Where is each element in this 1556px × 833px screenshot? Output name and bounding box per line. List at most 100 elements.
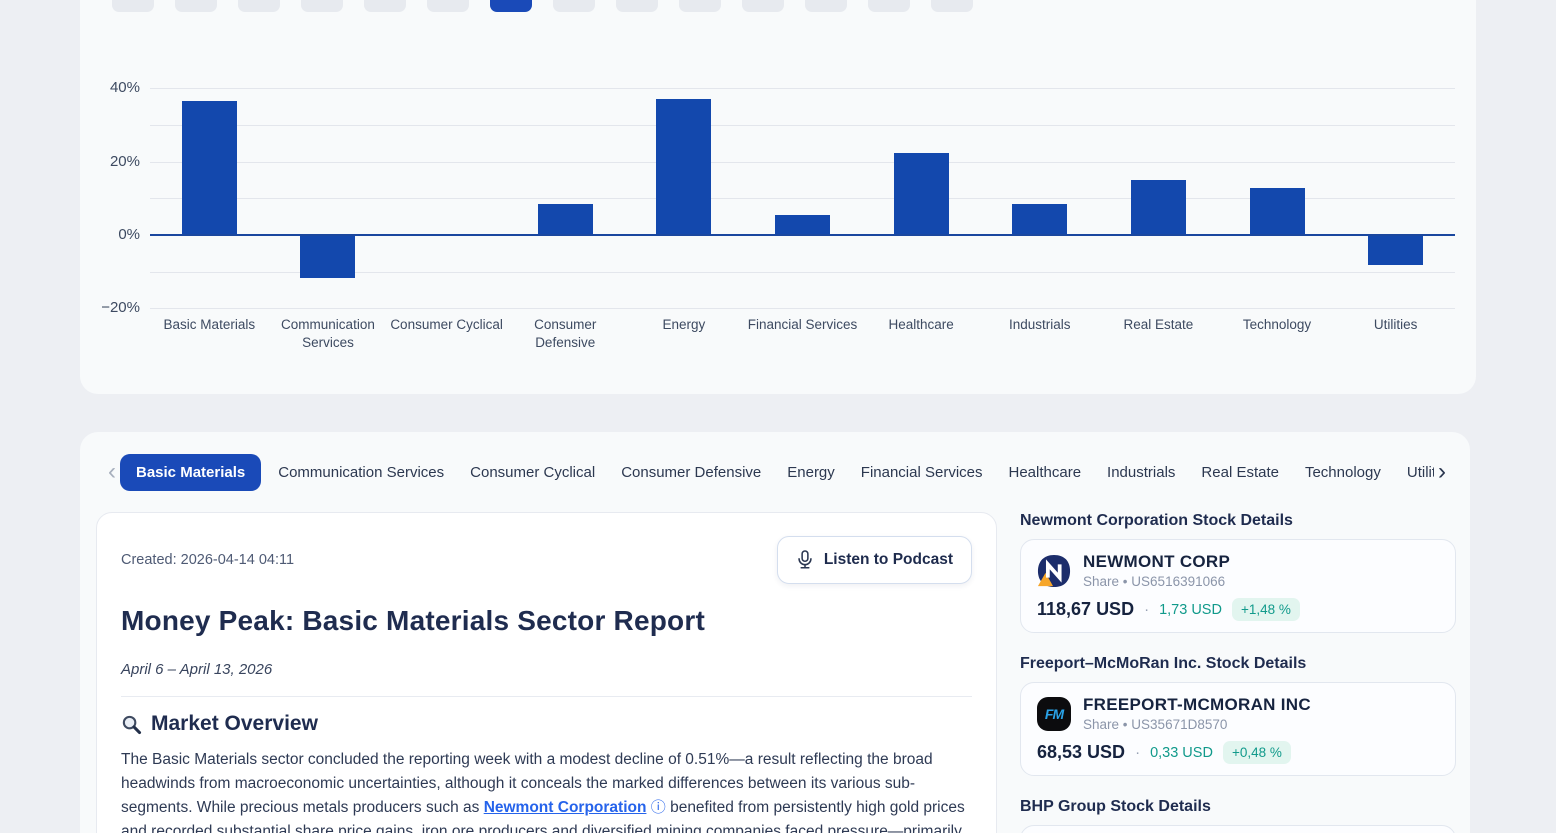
category-label: Energy xyxy=(662,317,706,332)
top-tab[interactable] xyxy=(238,0,280,12)
tab-technology[interactable]: Technology xyxy=(1304,463,1381,481)
category-label: Healthcare xyxy=(888,317,954,332)
category-label: Financial Services xyxy=(747,317,858,332)
tab-real-estate[interactable]: Real Estate xyxy=(1201,463,1279,481)
top-tab[interactable] xyxy=(301,0,343,12)
bullet-separator: • xyxy=(1122,574,1128,589)
tab-utilities[interactable]: Utilities xyxy=(1406,463,1434,481)
bhp-stock-card[interactable] xyxy=(1020,825,1456,833)
tab-consumer-defensive[interactable]: Consumer Defensive xyxy=(621,463,762,481)
top-tab[interactable] xyxy=(427,0,469,12)
tab-energy[interactable]: Energy xyxy=(787,463,835,481)
category-label: Consumer Defensive xyxy=(534,317,597,351)
bar-real-estate xyxy=(1130,180,1186,235)
gridline xyxy=(150,125,1455,126)
y-axis-tick: 40% xyxy=(109,79,140,97)
sector-bar-chart: Basic Materials Communication Services Con… xyxy=(0,0,1556,400)
stock-details-sidebar: Newmont Corporation Stock Details NEWMON… xyxy=(1020,512,1456,833)
divider xyxy=(121,696,972,697)
tab-healthcare[interactable]: Healthcare xyxy=(1008,463,1082,481)
info-icon[interactable]: ⓘ xyxy=(650,799,666,816)
report-title: Money Peak: Basic Materials Sector Repor… xyxy=(121,605,705,636)
top-tab[interactable] xyxy=(364,0,406,12)
y-axis-tick: 0% xyxy=(118,226,140,243)
top-tab[interactable] xyxy=(616,0,658,12)
top-tab[interactable] xyxy=(742,0,784,12)
freeport-section-heading: Freeport–McMoRan Inc. Stock Details xyxy=(1020,655,1307,672)
magnifier-icon xyxy=(122,715,142,734)
bar-energy xyxy=(656,98,712,235)
stock-isin: US6516391066 xyxy=(1131,574,1226,589)
dot-separator: · xyxy=(1144,601,1150,618)
market-overview-title: Market Overview xyxy=(151,712,318,735)
tab-financial-services[interactable]: Financial Services xyxy=(860,463,983,481)
sector-tab-bar: ‹ Basic Materials Communication Services C… xyxy=(104,452,1450,492)
category-label: Real Estate xyxy=(1123,317,1194,332)
bar-consumer-defensive xyxy=(537,203,593,235)
tab-industrials[interactable]: Industrials xyxy=(1107,463,1176,481)
stock-price-row: 68,53 USD · 0,33 USD +0,48 % xyxy=(1037,741,1439,764)
top-tab-active[interactable] xyxy=(490,0,532,12)
stock-subtitle: Share • US6516391066 xyxy=(1083,574,1226,589)
tab-basic-materials[interactable]: Basic Materials xyxy=(120,453,262,491)
bar-utilities xyxy=(1368,236,1424,265)
stock-price: 118,67 USD xyxy=(1037,599,1135,619)
top-pill-row xyxy=(112,0,973,12)
bhp-section-heading: BHP Group Stock Details xyxy=(1020,798,1211,815)
dot-separator: · xyxy=(1135,744,1141,761)
stock-isin: US35671D8570 xyxy=(1131,717,1228,732)
top-tab[interactable] xyxy=(931,0,973,12)
bar-financial-services xyxy=(775,215,830,235)
category-label: Technology xyxy=(1242,317,1312,332)
top-tab[interactable] xyxy=(679,0,721,12)
stock-change-abs: 1,73 USD xyxy=(1159,601,1222,618)
stock-price-row: 118,67 USD · 1,73 USD +1,48 % xyxy=(1037,598,1439,621)
top-tab[interactable] xyxy=(868,0,910,12)
stock-price: 68,53 USD xyxy=(1037,742,1126,762)
listen-to-podcast-button[interactable]: Listen to Podcast xyxy=(776,536,972,584)
gridline xyxy=(150,161,1455,163)
gridline xyxy=(150,308,1455,310)
freeport-stock-card[interactable]: FM FREEPORT-MCMORAN INC Share • US35671D… xyxy=(1020,682,1456,776)
y-axis-tick: 20% xyxy=(109,152,140,170)
freeport-logo: FM xyxy=(1037,696,1071,731)
created-timestamp: Created: 2026-04-14 04:11 xyxy=(121,552,295,568)
category-label: Basic Materials xyxy=(163,317,256,332)
stock-subtitle: Share • US35671D8570 xyxy=(1083,717,1228,732)
bullet-separator: • xyxy=(1122,717,1128,732)
podcast-button-label: Listen to Podcast xyxy=(823,551,953,568)
top-tab[interactable] xyxy=(112,0,154,12)
gridline xyxy=(150,271,1455,273)
microphone-icon xyxy=(798,550,812,569)
newmont-section-heading: Newmont Corporation Stock Details xyxy=(1020,512,1293,529)
report-date-range: April 6 – April 13, 2026 xyxy=(121,661,273,678)
top-tab[interactable] xyxy=(175,0,217,12)
tab-communication-services[interactable]: Communication Services xyxy=(278,463,445,481)
stock-name: FREEPORT-MCMORAN INC xyxy=(1083,695,1311,714)
bar-industrials xyxy=(1012,204,1068,235)
paragraph-text: The Basic Materials sector concluded the… xyxy=(121,751,933,816)
sector-chart-card xyxy=(80,0,1476,394)
top-tab[interactable] xyxy=(805,0,847,12)
newmont-stock-card[interactable]: NEWMONT CORP Share • US6516391066 118,67… xyxy=(1020,539,1456,633)
stock-card-header: NEWMONT CORP Share • US6516391066 xyxy=(1037,552,1439,589)
bar-technology xyxy=(1249,188,1305,235)
top-tab[interactable] xyxy=(553,0,595,12)
paragraph-text: benefited from persistently high gold pr… xyxy=(121,799,965,833)
newmont-corporation-link[interactable]: Newmont Corporation xyxy=(483,799,647,816)
tab-consumer-cyclical[interactable]: Consumer Cyclical xyxy=(470,463,596,481)
report-panel: Created: 2026-04-14 04:11 Listen to Podc… xyxy=(96,512,997,833)
tabs-prev-chevron-icon[interactable]: ‹ xyxy=(108,458,116,485)
bar-basic-materials xyxy=(181,101,237,235)
tabs-next-chevron-icon[interactable]: › xyxy=(1438,458,1446,485)
market-overview-heading: Market Overview xyxy=(121,712,972,736)
sector-tab-list[interactable]: Basic Materials Communication Services Con… xyxy=(120,453,1434,491)
bar-communication-services xyxy=(300,236,356,279)
report-meta-row: Created: 2026-04-14 04:11 Listen to Podc… xyxy=(121,535,972,585)
gridline xyxy=(150,198,1455,200)
zero-axis-line xyxy=(150,234,1455,236)
y-axis-tick: −20% xyxy=(101,299,140,317)
category-label: Consumer Cyclical xyxy=(390,317,503,332)
category-label: Communication Services xyxy=(281,317,375,351)
newmont-logo xyxy=(1037,554,1071,587)
